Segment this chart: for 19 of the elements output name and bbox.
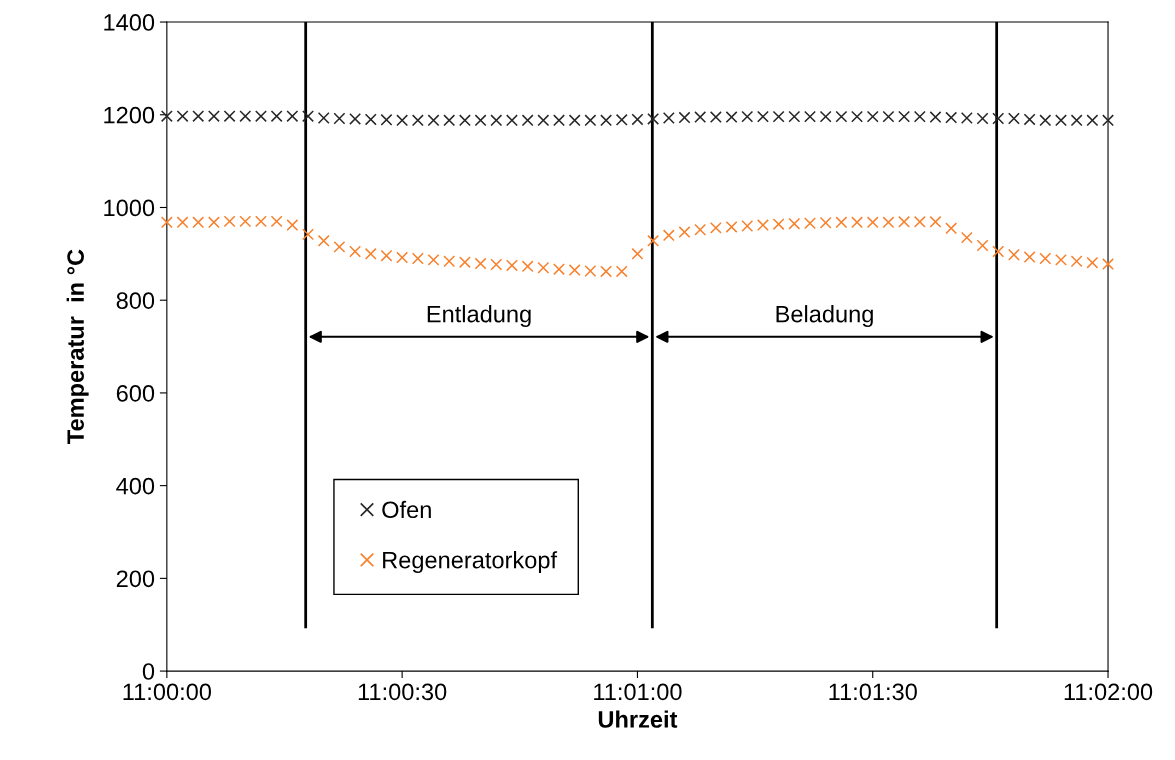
y-tick-label: 1200 xyxy=(104,106,155,124)
y-tick-label: 400 xyxy=(116,477,155,495)
x-tick-label: 11:02:00 xyxy=(1064,683,1153,701)
annotation: Beladung xyxy=(776,305,873,328)
y-tick-label: 800 xyxy=(116,292,155,309)
annotation: Entladung xyxy=(427,305,531,328)
x-tick-label: 11:01:30 xyxy=(829,683,917,701)
y-tick-label: 600 xyxy=(116,384,155,402)
x-axis-title: Uhrzeit xyxy=(598,710,678,728)
x-tick-label: 11:00:30 xyxy=(358,683,447,701)
legend-label: Ofen xyxy=(382,500,431,519)
y-tick-label: 1000 xyxy=(104,199,155,217)
x-tick-label: 11:00:00 xyxy=(123,683,212,701)
y-tick-label: 0 xyxy=(142,663,155,680)
y-axis-title: Temperatur in °C xyxy=(66,249,89,444)
y-tick-label: 200 xyxy=(116,570,155,588)
legend-label: Regeneratorkopf xyxy=(383,551,558,574)
x-tick-label: 11:01:00 xyxy=(594,683,682,701)
y-tick-label: 1400 xyxy=(104,14,155,31)
